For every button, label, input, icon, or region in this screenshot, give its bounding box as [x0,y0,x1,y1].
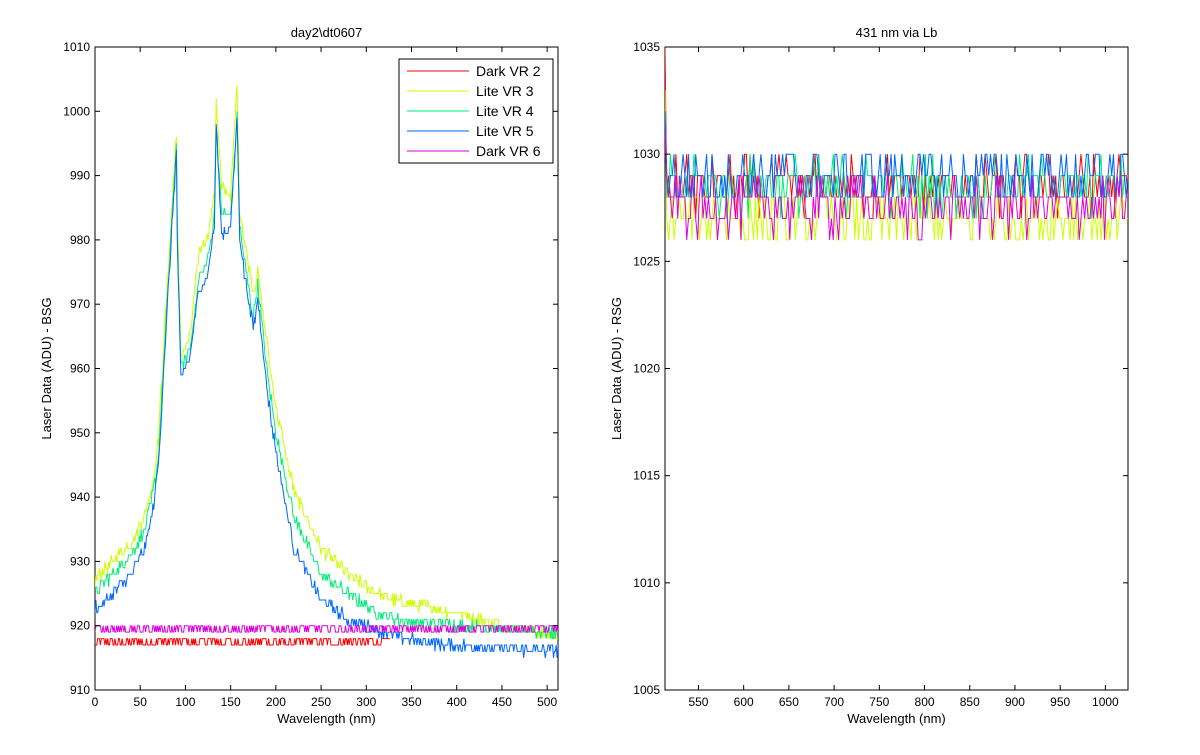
y-tick-label: 1000 [63,104,90,118]
x-tick-label: 50 [134,695,148,709]
x-tick-label: 750 [869,695,889,709]
series-group [95,85,558,658]
y-tick-label: 920 [70,619,90,633]
x-tick-label: 450 [492,695,512,709]
x-tick-label: 550 [688,695,708,709]
y-tick-label: 980 [70,233,90,247]
x-tick-label: 150 [221,695,241,709]
chart-2: 550 600 650 700 750 800 850 900 950 1000 1005 1010 1… [609,25,1129,726]
chart-title: day2\dt0607 [291,25,363,40]
y-tick-label: 1010 [633,576,660,590]
y-tick-label: 1015 [633,469,660,483]
x-tick-label: 350 [401,695,421,709]
y-tick-label: 1025 [633,254,660,268]
plot-area [664,46,1129,691]
x-tick-label: 250 [311,695,331,709]
x-tick-label: 1000 [1092,695,1119,709]
y-tick-label: 910 [70,683,90,697]
y-tick-label: 1035 [633,40,660,54]
legend-label: Lite VR 3 [476,83,534,99]
y-tick-label: 940 [70,490,90,504]
legend-label: Dark VR 2 [476,63,541,79]
y-tick-label: 930 [70,554,90,568]
x-tick-label: 600 [734,695,754,709]
x-tick-label: 700 [824,695,844,709]
legend-label: Dark VR 6 [476,143,541,159]
y-tick-label: 1005 [633,683,660,697]
chart-title: 431 nm via Lb [856,25,938,40]
series-line-5 [95,625,558,633]
x-tick-label: 0 [92,695,99,709]
x-tick-label: 850 [960,695,980,709]
x-axis-label: Wavelength (nm) [277,711,376,726]
series-line-1 [95,638,390,646]
legend-label: Lite VR 5 [476,123,534,139]
y-tick-label: 960 [70,362,90,376]
y-axis-label: Laser Data (ADU) - RSG [609,297,624,440]
x-axis-label: Wavelength (nm) [847,711,946,726]
x-tick-label: 100 [175,695,195,709]
series-line-3 [95,111,558,640]
series-line-2 [665,89,1128,241]
x-tick-label: 500 [537,695,557,709]
x-tick-label: 800 [915,695,935,709]
x-tick-label: 650 [779,695,799,709]
x-tick-label: 300 [356,695,376,709]
series-line-4 [95,117,558,658]
x-tick-label: 950 [1050,695,1070,709]
x-tick-label: 200 [266,695,286,709]
chart-1: 0 50 100 150 200 250 300 350 400 450 500 910 920 930 9… [39,25,559,726]
y-tick-label: 1010 [63,40,90,54]
x-tick-label: 900 [1005,695,1025,709]
series-line-5 [665,132,1128,241]
series-line-4 [665,111,1128,198]
y-tick-label: 970 [70,297,90,311]
y-axis-label: Laser Data (ADU) - BSG [39,297,54,439]
legend-label: Lite VR 4 [476,103,534,119]
y-tick-label: 1030 [633,147,660,161]
y-tick-label: 950 [70,426,90,440]
x-tick-label: 400 [447,695,467,709]
legend: Dark VR 2 Lite VR 3 Lite VR 4 Lite VR 5 Dark… [398,58,554,164]
y-tick-label: 990 [70,169,90,183]
series-group [665,47,1128,241]
y-tick-label: 1020 [633,362,660,376]
